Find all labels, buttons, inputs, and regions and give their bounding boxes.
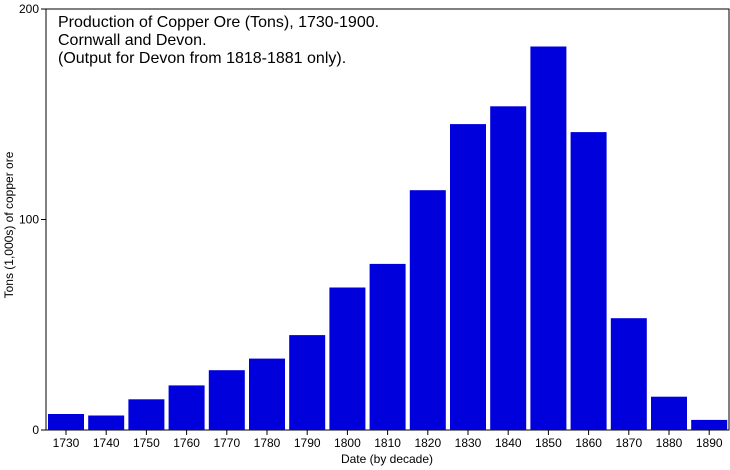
bar-1850 — [530, 46, 567, 430]
x-tick-label-1800: 1800 — [334, 436, 361, 450]
x-tick-label-1790: 1790 — [294, 436, 321, 450]
title-line-3: (Output for Devon from 1818-1881 only). — [58, 50, 346, 67]
y-axis-label: Tons (1,000s) of copper ore — [2, 151, 16, 298]
bar-1790 — [289, 335, 326, 430]
x-tick-label-1840: 1840 — [495, 436, 522, 450]
x-axis-ticks: 1730 1740 1750 1760 1770 1780 1790 1800 1810 1820… — [53, 430, 723, 450]
x-tick-label-1880: 1880 — [656, 436, 683, 450]
bar-1780 — [249, 358, 285, 430]
bar-1800 — [329, 287, 366, 430]
x-tick-label-1850: 1850 — [535, 436, 562, 450]
x-tick-label-1890: 1890 — [696, 436, 723, 450]
bar-1870 — [610, 318, 647, 430]
bar-1760 — [168, 385, 205, 430]
title-line-2: Cornwall and Devon. — [58, 32, 207, 49]
x-tick-label-1870: 1870 — [615, 436, 642, 450]
y-tick-label-0: 0 — [32, 423, 39, 437]
x-tick-label-1810: 1810 — [374, 436, 401, 450]
bar-1750 — [128, 399, 165, 430]
bar-1730 — [48, 414, 84, 430]
bar-1890 — [691, 419, 728, 430]
x-tick-label-1750: 1750 — [133, 436, 160, 450]
bar-1770 — [208, 370, 245, 430]
x-tick-label-1740: 1740 — [93, 436, 120, 450]
x-axis-label: Date (by decade) — [341, 452, 433, 466]
x-tick-label-1760: 1760 — [173, 436, 200, 450]
x-tick-label-1780: 1780 — [254, 436, 281, 450]
bar-1810 — [369, 263, 406, 430]
chart-title: Production of Copper Ore (Tons), 1730-19… — [58, 14, 379, 67]
x-tick-label-1770: 1770 — [213, 436, 240, 450]
bar-1840 — [490, 106, 527, 431]
y-axis-ticks: 0 100 200 — [19, 2, 46, 437]
x-tick-label-1830: 1830 — [455, 436, 482, 450]
x-tick-label-1820: 1820 — [414, 436, 441, 450]
bar-1740 — [88, 415, 125, 430]
title-line-1: Production of Copper Ore (Tons), 1730-19… — [58, 14, 379, 31]
bar-1880 — [651, 396, 687, 430]
bar-1820 — [409, 190, 446, 430]
bars-group — [48, 46, 728, 431]
x-tick-label-1730: 1730 — [53, 436, 80, 450]
y-tick-label-200: 200 — [19, 2, 39, 16]
bar-1830 — [450, 124, 486, 430]
y-tick-label-100: 100 — [19, 213, 39, 227]
x-tick-label-1860: 1860 — [575, 436, 602, 450]
bar-1860 — [570, 132, 607, 430]
